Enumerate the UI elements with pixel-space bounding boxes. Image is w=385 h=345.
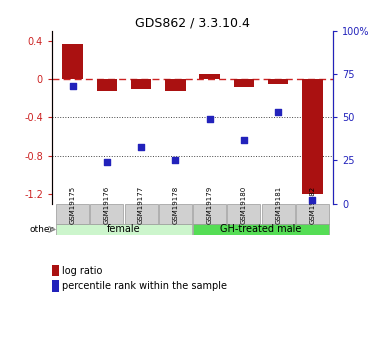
FancyBboxPatch shape [193, 204, 226, 224]
Point [172, 158, 178, 163]
Point [241, 137, 247, 142]
Polygon shape [56, 224, 192, 235]
Point [207, 116, 213, 122]
FancyBboxPatch shape [56, 204, 89, 224]
Bar [165, 79, 186, 91]
Text: other: other [29, 225, 54, 234]
Polygon shape [193, 224, 329, 235]
Bar [268, 79, 288, 84]
Point [69, 83, 75, 89]
Bar [131, 79, 151, 89]
FancyBboxPatch shape [296, 204, 329, 224]
Text: GSM19180: GSM19180 [241, 186, 247, 224]
Bar [62, 43, 83, 79]
FancyBboxPatch shape [262, 204, 295, 224]
Text: GSM19176: GSM19176 [104, 186, 110, 224]
Text: GH-treated male: GH-treated male [220, 225, 302, 235]
Text: GSM19178: GSM19178 [172, 186, 178, 224]
Bar [97, 79, 117, 91]
Text: GSM19181: GSM19181 [275, 186, 281, 224]
FancyBboxPatch shape [159, 204, 192, 224]
Text: GSM19179: GSM19179 [207, 186, 213, 224]
Point [275, 109, 281, 115]
Title: GDS862 / 3.3.10.4: GDS862 / 3.3.10.4 [135, 17, 250, 30]
Point [104, 159, 110, 165]
Text: GSM19175: GSM19175 [70, 186, 75, 224]
Text: GSM19177: GSM19177 [138, 186, 144, 224]
Text: female: female [107, 225, 141, 235]
FancyBboxPatch shape [90, 204, 123, 224]
Point [138, 144, 144, 149]
Bar [302, 79, 323, 194]
Point [310, 197, 316, 203]
Text: log ratio: log ratio [62, 266, 102, 276]
FancyBboxPatch shape [228, 204, 260, 224]
Bar [234, 79, 254, 87]
Text: percentile rank within the sample: percentile rank within the sample [62, 282, 227, 291]
FancyBboxPatch shape [125, 204, 157, 224]
Text: GSM19182: GSM19182 [310, 186, 315, 224]
Bar [199, 74, 220, 79]
